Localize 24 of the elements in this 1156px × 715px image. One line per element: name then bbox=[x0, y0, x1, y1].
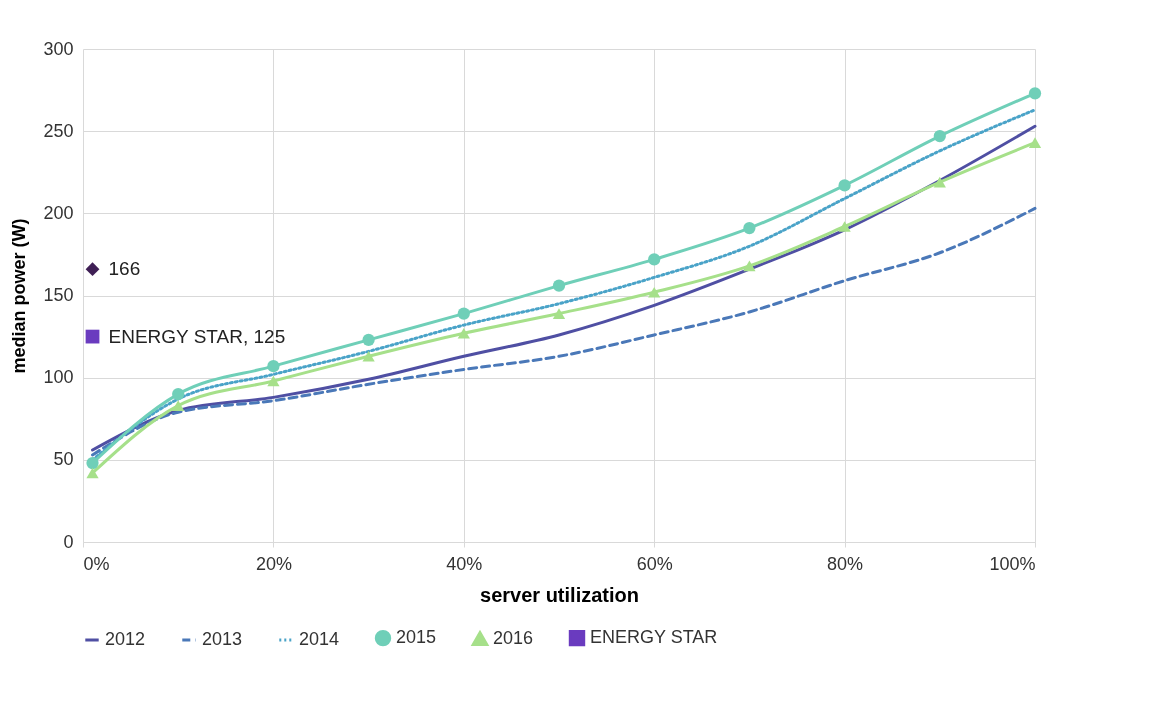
x-tick-label: 60% bbox=[636, 553, 673, 574]
y-tick-label: 50 bbox=[53, 449, 74, 470]
data-label: 166 bbox=[108, 258, 141, 280]
x-tick-label: 80% bbox=[827, 553, 864, 574]
legend-label: 2014 bbox=[299, 629, 340, 649]
x-tick-label: 100% bbox=[989, 553, 1036, 574]
y-axis-title: median power (W) bbox=[9, 218, 30, 374]
legend-label: 2016 bbox=[493, 627, 534, 648]
x-tick-label: 40% bbox=[446, 553, 483, 574]
y-tick-label: 150 bbox=[43, 285, 74, 305]
x-axis-title: server utilization bbox=[480, 583, 639, 606]
x-tick-label: 0% bbox=[83, 553, 110, 574]
legend-label: 2015 bbox=[396, 627, 437, 648]
data-label: ENERGY STAR, 125 bbox=[108, 325, 286, 347]
y-tick-label: 100 bbox=[43, 367, 74, 388]
legend-label: 2012 bbox=[105, 629, 146, 649]
y-tick-label: 0 bbox=[63, 531, 74, 552]
y-tick-label: 300 bbox=[43, 38, 74, 59]
legend-label: ENERGY STAR bbox=[590, 627, 718, 648]
line-series bbox=[91, 206, 1037, 457]
x-tick-label: 20% bbox=[255, 553, 292, 574]
y-tick-label: 200 bbox=[43, 202, 74, 223]
y-tick-label: 250 bbox=[43, 120, 74, 141]
legend-label: 2013 bbox=[202, 629, 243, 649]
